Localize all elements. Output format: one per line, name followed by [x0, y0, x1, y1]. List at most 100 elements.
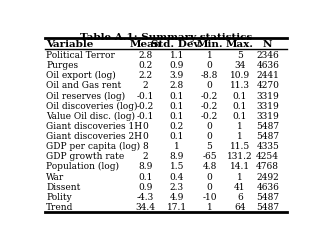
Text: -8.8: -8.8	[201, 71, 218, 80]
Text: 2441: 2441	[256, 71, 279, 80]
Text: 0: 0	[207, 81, 213, 90]
Text: Dissent: Dissent	[46, 182, 81, 191]
Text: 0.1: 0.1	[170, 101, 184, 110]
Text: 4636: 4636	[256, 182, 279, 191]
Text: Min.: Min.	[196, 40, 223, 49]
Text: Oil reserves (log): Oil reserves (log)	[46, 91, 125, 100]
Text: 0.9: 0.9	[138, 182, 153, 191]
Text: 10.9: 10.9	[230, 71, 250, 80]
Text: GDP per capita (log): GDP per capita (log)	[46, 142, 140, 151]
Text: -4.3: -4.3	[137, 192, 154, 201]
Text: -0.1: -0.1	[137, 111, 154, 120]
Text: Giant discoveries 1H: Giant discoveries 1H	[46, 121, 143, 130]
Text: 8: 8	[143, 142, 148, 150]
Text: -0.2: -0.2	[137, 101, 154, 110]
Text: 4.9: 4.9	[170, 192, 184, 201]
Text: 0: 0	[207, 61, 213, 70]
Text: 0.9: 0.9	[170, 61, 184, 70]
Text: 3319: 3319	[256, 111, 279, 120]
Text: 34.4: 34.4	[135, 202, 156, 211]
Text: War: War	[46, 172, 64, 181]
Text: 4254: 4254	[256, 152, 279, 161]
Text: Oil discoveries (log): Oil discoveries (log)	[46, 101, 138, 110]
Text: -0.2: -0.2	[201, 111, 218, 120]
Text: 3319: 3319	[256, 101, 279, 110]
Text: Std. Dev.: Std. Dev.	[151, 40, 202, 49]
Text: 0.2: 0.2	[170, 121, 184, 130]
Text: 4768: 4768	[256, 162, 279, 171]
Text: Giant discoveries 2H: Giant discoveries 2H	[46, 132, 142, 140]
Text: 3.9: 3.9	[170, 71, 184, 80]
Text: 0.1: 0.1	[170, 111, 184, 120]
Text: 1: 1	[174, 142, 180, 150]
Text: 5487: 5487	[256, 132, 279, 140]
Text: Value Oil disc. (log): Value Oil disc. (log)	[46, 111, 135, 120]
Text: Political Terror: Political Terror	[46, 51, 115, 60]
Text: 0.1: 0.1	[233, 111, 247, 120]
Text: 1: 1	[237, 132, 243, 140]
Text: 0.4: 0.4	[170, 172, 184, 181]
Text: 1: 1	[207, 202, 213, 211]
Text: 2492: 2492	[256, 172, 279, 181]
Text: 2.2: 2.2	[138, 71, 153, 80]
Text: 0: 0	[207, 172, 213, 181]
Text: -65: -65	[202, 152, 217, 161]
Text: 8.9: 8.9	[138, 162, 153, 171]
Text: 131.2: 131.2	[227, 152, 253, 161]
Text: 0.2: 0.2	[138, 61, 153, 70]
Text: 1.1: 1.1	[170, 51, 184, 60]
Text: 2346: 2346	[256, 51, 279, 60]
Text: 2: 2	[143, 81, 148, 90]
Text: 17.1: 17.1	[167, 202, 187, 211]
Text: 0.1: 0.1	[138, 172, 153, 181]
Text: 5487: 5487	[256, 202, 279, 211]
Text: Table A.1: Summary statistics: Table A.1: Summary statistics	[80, 33, 252, 42]
Text: 5: 5	[237, 51, 243, 60]
Text: Max.: Max.	[226, 40, 254, 49]
Text: 1.5: 1.5	[170, 162, 184, 171]
Text: 0: 0	[207, 182, 213, 191]
Text: 41: 41	[234, 182, 246, 191]
Text: 5487: 5487	[256, 121, 279, 130]
Text: -0.1: -0.1	[137, 91, 154, 100]
Text: 14.1: 14.1	[230, 162, 250, 171]
Text: GDP growth rate: GDP growth rate	[46, 152, 124, 161]
Text: 0: 0	[207, 132, 213, 140]
Text: 8.9: 8.9	[170, 152, 184, 161]
Text: 0: 0	[143, 121, 148, 130]
Text: 1: 1	[237, 172, 243, 181]
Text: 0.1: 0.1	[233, 101, 247, 110]
Text: 2.8: 2.8	[170, 81, 184, 90]
Text: -0.2: -0.2	[201, 101, 218, 110]
Text: 2.3: 2.3	[170, 182, 184, 191]
Text: Trend: Trend	[46, 202, 74, 211]
Text: 4.8: 4.8	[202, 162, 217, 171]
Text: -10: -10	[202, 192, 217, 201]
Text: 0.1: 0.1	[170, 91, 184, 100]
Text: 2: 2	[143, 152, 148, 161]
Text: Variable: Variable	[46, 40, 94, 49]
Text: 2.8: 2.8	[138, 51, 153, 60]
Text: 4335: 4335	[256, 142, 279, 150]
Text: 11.5: 11.5	[230, 142, 250, 150]
Text: Mean: Mean	[129, 40, 162, 49]
Text: 1: 1	[237, 121, 243, 130]
Text: 3319: 3319	[256, 91, 279, 100]
Text: 0: 0	[207, 121, 213, 130]
Text: 0.1: 0.1	[170, 132, 184, 140]
Text: N: N	[263, 40, 272, 49]
Text: Purges: Purges	[46, 61, 78, 70]
Text: 4636: 4636	[256, 61, 279, 70]
Text: Oil export (log): Oil export (log)	[46, 71, 116, 80]
Text: 5: 5	[207, 142, 213, 150]
Text: 4270: 4270	[256, 81, 279, 90]
Text: 34: 34	[234, 61, 246, 70]
Text: Population (log): Population (log)	[46, 162, 119, 171]
Text: 0: 0	[143, 132, 148, 140]
Text: 64: 64	[234, 202, 246, 211]
Text: 5487: 5487	[256, 192, 279, 201]
Text: 6: 6	[237, 192, 243, 201]
Text: 11.3: 11.3	[230, 81, 250, 90]
Text: -0.2: -0.2	[201, 91, 218, 100]
Text: 1: 1	[207, 51, 213, 60]
